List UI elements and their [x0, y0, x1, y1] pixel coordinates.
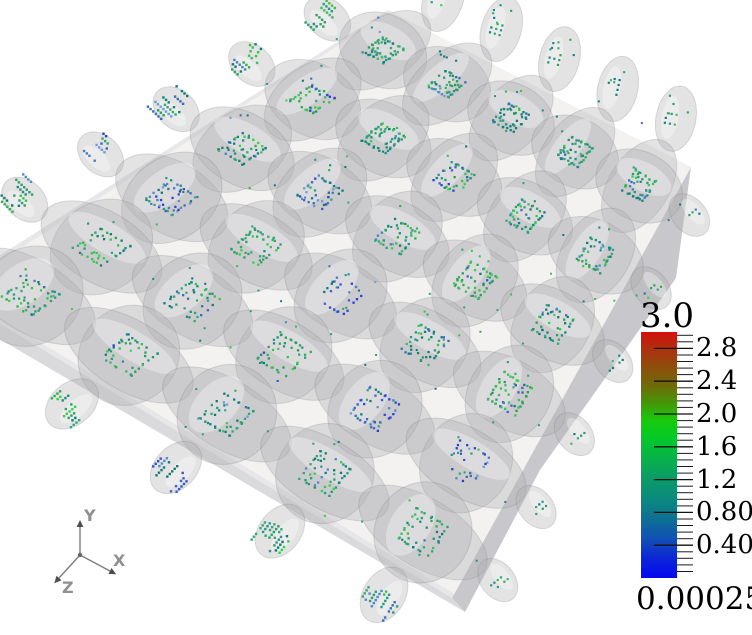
colorbar-tick-label: 2.8	[696, 333, 738, 363]
yarn-end-points	[688, 208, 701, 217]
yarn-end-points	[0, 173, 34, 213]
colorbar-tick-label: 0.40	[696, 530, 752, 560]
yarn-end-points	[535, 500, 548, 516]
yarn-end-points	[152, 457, 188, 493]
colorbar-gradient-bar	[641, 332, 677, 578]
fiber-point-cluster	[163, 266, 221, 323]
fiber-point-cluster	[450, 436, 490, 483]
axis-y-label: Y	[84, 506, 96, 525]
fiber-point-cluster	[296, 158, 344, 211]
yarn-end-points	[304, 0, 336, 31]
fiber-point-cluster	[71, 221, 132, 267]
fiber-point-cluster	[557, 130, 594, 169]
fiber-point-cluster	[256, 321, 312, 378]
fiber-point-cluster	[0, 268, 61, 316]
fiber-point-cluster	[197, 389, 255, 437]
fiber-point-cluster	[400, 310, 450, 367]
fiber-point-cluster	[453, 248, 499, 300]
colorbar-tick-label: 2.4	[696, 366, 738, 396]
yarn-end-points	[570, 431, 586, 445]
axis-z-arrow	[58, 554, 81, 579]
fiber-point-cluster	[575, 226, 615, 275]
fiber-point-cluster	[145, 177, 199, 217]
yarn-end-points	[250, 521, 290, 554]
yarn-end-points	[547, 38, 575, 66]
fiber-point-cluster	[360, 122, 406, 155]
colorbar-max-label: 3.0	[639, 296, 695, 336]
stray-fiber-points	[71, 38, 682, 562]
axis-x-label: X	[113, 551, 126, 570]
yarn-end-points	[146, 85, 189, 120]
fiber-point-cluster	[530, 304, 575, 345]
yarn-end-points	[608, 354, 624, 372]
axis-z-label: Z	[62, 578, 74, 597]
fiber-point-cluster	[492, 90, 530, 133]
colorbar-tick-label: 2.0	[696, 399, 738, 429]
colorbar-tick-label: 1.2	[696, 465, 738, 495]
fiber-point-cluster	[621, 166, 658, 202]
matrix-slab	[0, 10, 691, 612]
yarn-end-points	[430, 1, 443, 7]
fiber-point-cluster	[230, 225, 282, 266]
colorbar-tick-label: 0.80	[696, 497, 752, 527]
fiber-point-cluster	[427, 50, 467, 99]
fiber-point-cluster	[217, 114, 267, 166]
yarn-end-points	[663, 94, 689, 126]
axis-triad	[54, 520, 117, 584]
fiber-point-cluster	[104, 333, 159, 377]
yarn-end-points	[643, 284, 663, 299]
fiber-point-cluster	[361, 16, 405, 65]
fiber-point-cluster	[289, 64, 336, 115]
fiber-point-cluster	[397, 499, 449, 557]
yarn-end-points	[488, 4, 513, 37]
colorbar-ticks	[654, 334, 693, 572]
yarn-end-points	[490, 576, 509, 589]
yarn-end-points	[361, 586, 399, 622]
yarn-end-points	[82, 132, 109, 162]
yarn-end-points	[607, 71, 626, 96]
axis-x-arrow	[79, 554, 111, 572]
colorbar-tick-label: 1.6	[696, 432, 738, 462]
fiber-point-cluster	[505, 182, 546, 234]
colorbar-min-label: 0.00025	[636, 581, 752, 617]
fiber-point-cluster	[298, 440, 352, 497]
fiber-point-cluster	[349, 385, 401, 432]
yarn-weave	[0, 0, 711, 624]
yarn-end-points	[231, 43, 263, 76]
fiber-point-cluster	[323, 273, 363, 315]
fiber-point-cluster	[432, 145, 476, 192]
fiber-point-cluster	[374, 205, 421, 256]
fiber-point-cluster	[486, 361, 533, 417]
yarn-end-points	[50, 390, 81, 429]
